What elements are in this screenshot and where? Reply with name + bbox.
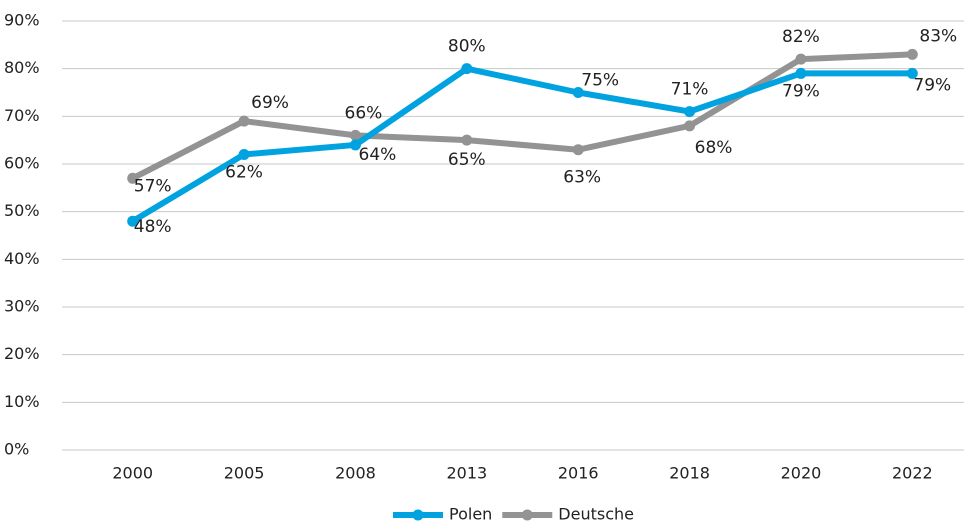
point: [684, 120, 696, 132]
series-line: [131, 51, 913, 181]
point: [795, 53, 807, 65]
legend-marker: [521, 509, 533, 521]
point: [572, 144, 584, 156]
data-label: 82%: [782, 27, 820, 47]
point: [906, 48, 918, 60]
data-label: 65%: [448, 150, 486, 170]
x-tick-label: 2022: [892, 464, 933, 483]
point: [238, 115, 250, 127]
point: [127, 215, 139, 227]
x-tick-label: 2013: [446, 464, 487, 483]
y-tick-label: 0%: [4, 440, 29, 459]
y-tick-label: 70%: [4, 106, 40, 125]
legend-label: Polen: [449, 505, 492, 524]
y-tick-label: 60%: [4, 154, 40, 173]
data-label: 80%: [448, 37, 486, 57]
point: [349, 129, 361, 141]
x-tick-label: 2020: [781, 464, 822, 483]
point: [795, 67, 807, 79]
point: [349, 139, 361, 151]
y-tick-label: 30%: [4, 297, 40, 316]
legend-label: Deutsche: [558, 505, 634, 524]
data-label: 63%: [563, 168, 601, 188]
data-label: 71%: [671, 80, 709, 100]
y-tick-label: 80%: [4, 58, 40, 77]
data-label: 66%: [345, 103, 383, 123]
data-label: 79%: [913, 75, 951, 95]
y-tick-label: 20%: [4, 344, 40, 363]
legend-marker: [412, 509, 424, 521]
point: [461, 63, 473, 75]
data-label: 69%: [251, 93, 289, 113]
data-label: 62%: [225, 162, 263, 182]
data-label: 75%: [581, 71, 619, 91]
data-label: 57%: [134, 176, 172, 196]
series-line: [131, 65, 913, 224]
y-tick-label: 40%: [4, 249, 40, 268]
point: [127, 172, 139, 184]
x-tick-label: 2008: [335, 464, 376, 483]
data-label: 79%: [782, 81, 820, 101]
x-tick-label: 2018: [669, 464, 710, 483]
data-label: 68%: [695, 138, 733, 158]
point: [572, 87, 584, 98]
x-tick-label: 2016: [558, 464, 599, 483]
data-label: 64%: [359, 145, 397, 165]
point: [238, 148, 250, 160]
x-tick-label: 2005: [224, 464, 265, 483]
y-tick-label: 10%: [4, 392, 40, 411]
data-label: 83%: [919, 26, 957, 46]
y-tick-label: 90%: [4, 11, 40, 30]
point: [461, 134, 473, 146]
data-label: 48%: [134, 217, 172, 237]
point: [684, 106, 696, 118]
point: [906, 67, 918, 79]
x-tick-label: 2000: [112, 464, 153, 483]
y-tick-label: 50%: [4, 201, 40, 220]
